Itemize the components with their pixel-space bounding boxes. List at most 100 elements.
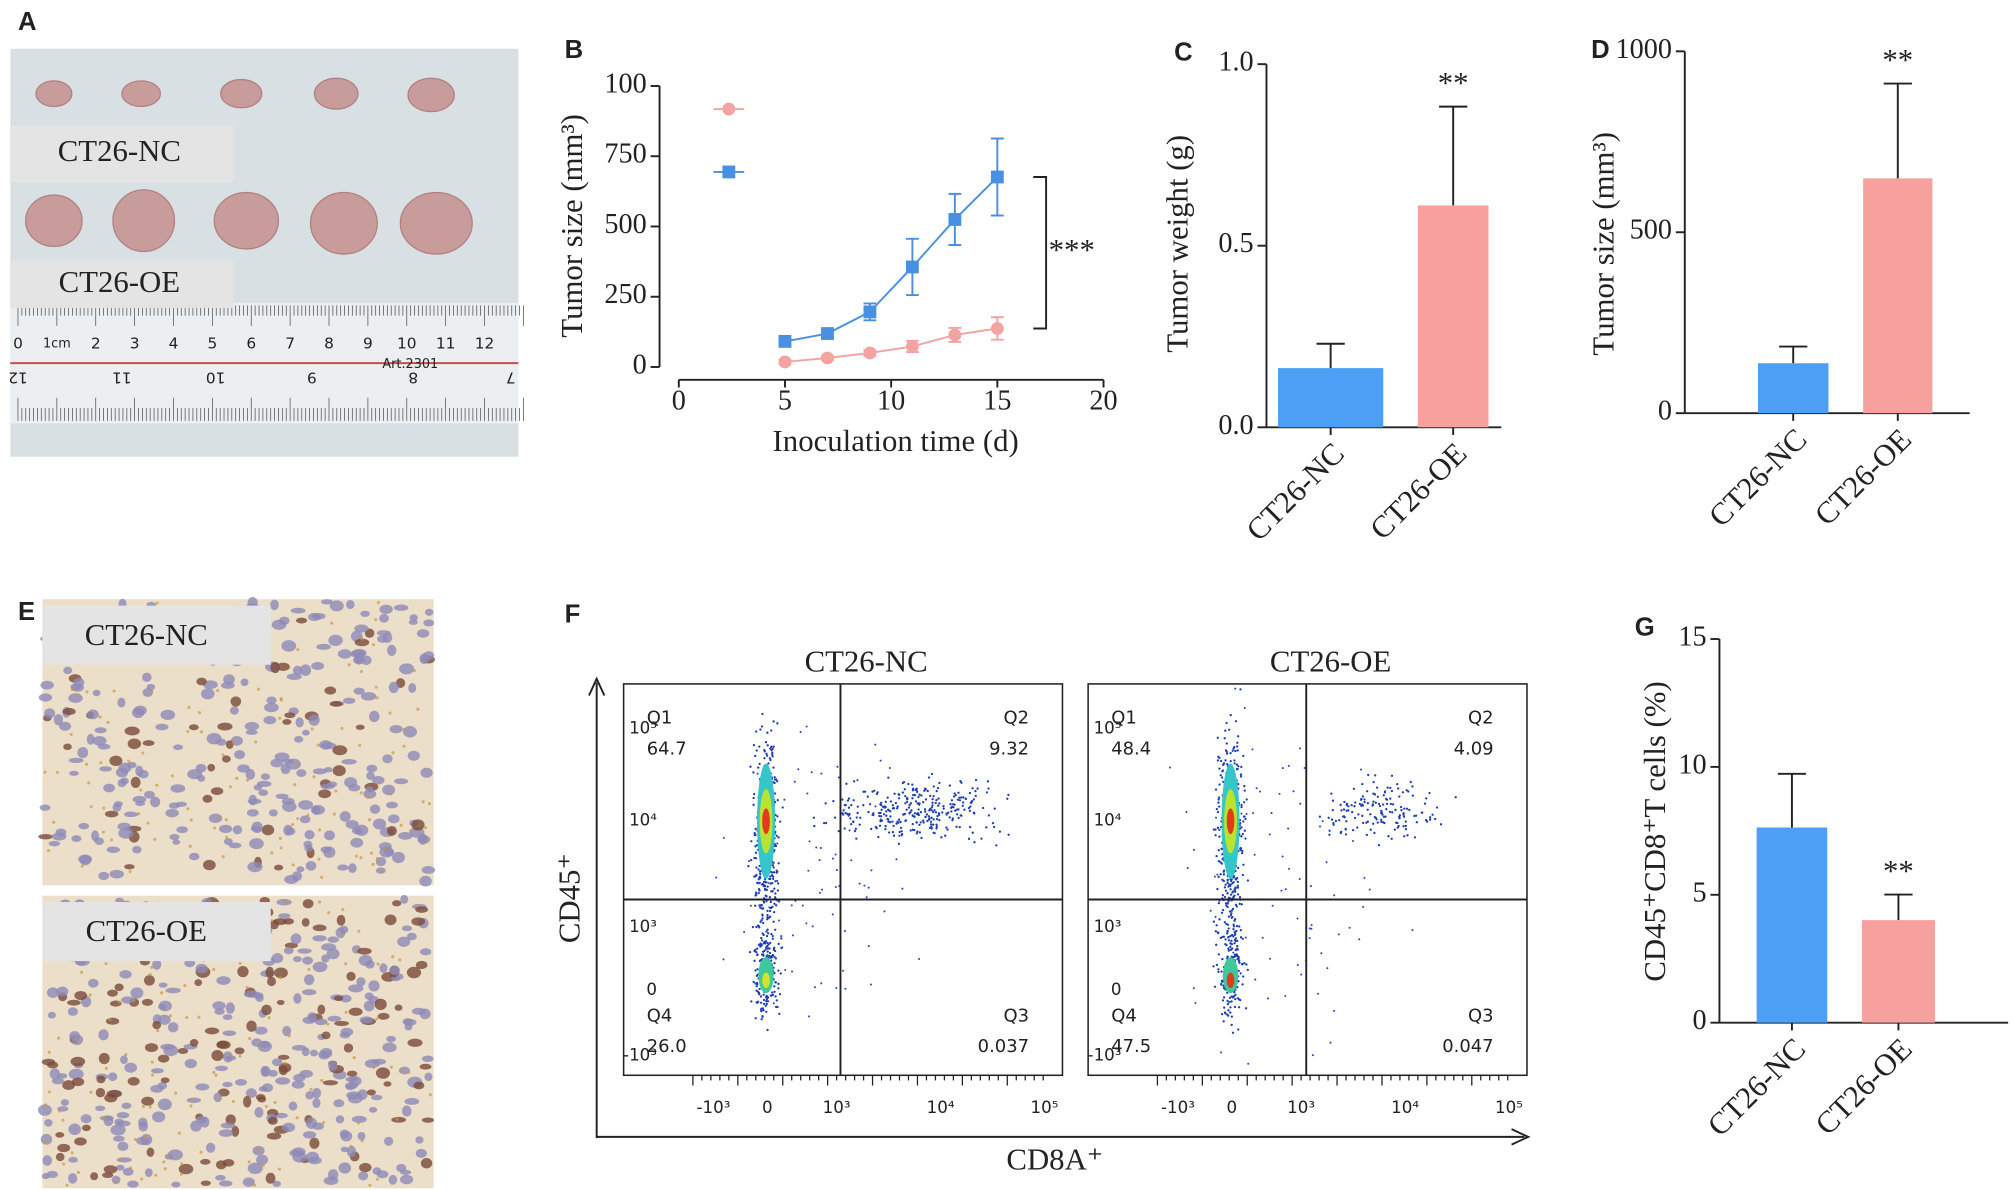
event-dot xyxy=(920,794,923,797)
event-dot xyxy=(870,869,873,872)
stain-speck xyxy=(69,732,73,736)
event-dot xyxy=(808,1015,811,1018)
stain-speck xyxy=(148,1105,152,1109)
nucleus xyxy=(307,1012,317,1023)
nucleus xyxy=(120,777,129,785)
bar xyxy=(1417,205,1489,428)
event-dot xyxy=(1394,808,1397,812)
event-dot xyxy=(755,866,758,869)
stain-speck xyxy=(228,1054,232,1058)
event-dot xyxy=(1234,997,1237,1001)
panel-label: E xyxy=(18,598,35,626)
event-dot xyxy=(1235,905,1239,908)
nucleus xyxy=(400,894,409,904)
nucleus xyxy=(94,727,107,734)
event-dot xyxy=(926,789,929,793)
tumor xyxy=(220,78,263,109)
event-dot xyxy=(1221,763,1225,767)
event-dot xyxy=(758,875,761,879)
event-dot xyxy=(1405,789,1408,792)
nucleus xyxy=(243,1095,252,1108)
event-dot xyxy=(958,796,961,799)
event-dot xyxy=(952,795,956,798)
nucleus xyxy=(55,1132,65,1138)
event-dot xyxy=(940,836,943,839)
event-dot xyxy=(1387,835,1390,838)
event-dot xyxy=(774,928,777,931)
nucleus xyxy=(371,1094,383,1101)
nucleus xyxy=(408,619,418,625)
nucleus xyxy=(216,1040,229,1049)
stain-speck xyxy=(291,863,295,867)
nucleus xyxy=(366,764,378,773)
event-dot xyxy=(843,827,846,830)
nucleus xyxy=(108,1072,118,1082)
y-tick-label: 10³ xyxy=(629,917,657,936)
event-dot xyxy=(1234,749,1237,753)
stain-speck xyxy=(359,791,363,795)
nucleus xyxy=(351,1115,367,1123)
stain-speck xyxy=(391,751,395,755)
event-dot xyxy=(1235,763,1239,766)
event-dot xyxy=(1383,790,1387,793)
nucleus xyxy=(141,1096,155,1106)
event-dot xyxy=(775,778,778,781)
event-dot xyxy=(793,780,796,783)
event-dot xyxy=(754,1017,757,1020)
event-dot xyxy=(904,819,907,823)
x-tick-label: 20 xyxy=(1089,385,1117,416)
event-dot xyxy=(964,797,967,800)
event-dot xyxy=(1228,910,1232,913)
nucleus xyxy=(270,661,281,674)
event-dot xyxy=(847,814,850,817)
tumor xyxy=(35,80,73,108)
event-dot xyxy=(926,819,929,823)
event-dot xyxy=(1239,688,1242,691)
event-dot xyxy=(776,882,780,885)
event-dot xyxy=(1221,858,1224,861)
stain-speck xyxy=(368,1183,372,1187)
ruler-number: 7 xyxy=(285,334,295,352)
event-dot xyxy=(1215,943,1218,946)
nucleus xyxy=(321,742,337,750)
nucleus xyxy=(63,743,72,751)
event-dot xyxy=(932,831,935,834)
stain-speck xyxy=(309,1087,313,1091)
event-dot xyxy=(832,799,835,803)
nucleus xyxy=(106,846,120,853)
stain-speck xyxy=(102,806,106,810)
stain-speck xyxy=(320,875,324,879)
nucleus xyxy=(184,1058,198,1069)
event-dot xyxy=(850,822,853,826)
event-dot xyxy=(1388,810,1392,814)
data-point xyxy=(778,355,792,369)
y-tick-label: 500 xyxy=(604,209,646,240)
event-dot xyxy=(1360,797,1363,801)
event-dot xyxy=(1236,749,1239,752)
event-dot xyxy=(1223,737,1226,740)
nucleus xyxy=(81,1124,91,1132)
nucleus xyxy=(116,1112,130,1119)
ruler-number-reversed: 11 xyxy=(112,369,132,387)
event-dot xyxy=(1369,813,1372,816)
event-dot xyxy=(1230,955,1233,958)
event-dot xyxy=(766,932,770,935)
y-axis-label: Tumor weight (g) xyxy=(1161,135,1195,353)
bar xyxy=(1861,920,1936,1023)
event-dot xyxy=(1367,773,1370,777)
event-dot xyxy=(833,816,837,819)
nucleus xyxy=(323,1176,339,1185)
event-dot xyxy=(846,799,850,802)
event-dot xyxy=(772,720,775,723)
event-dot xyxy=(758,762,761,766)
event-dot xyxy=(886,796,889,799)
nucleus xyxy=(74,1137,87,1146)
event-dot xyxy=(867,810,870,814)
tumor xyxy=(25,194,83,248)
event-dot xyxy=(1246,879,1250,882)
event-dot xyxy=(1225,742,1228,745)
nucleus xyxy=(217,722,233,731)
nucleus xyxy=(292,956,302,963)
nucleus xyxy=(278,1065,288,1076)
nucleus xyxy=(297,948,312,954)
